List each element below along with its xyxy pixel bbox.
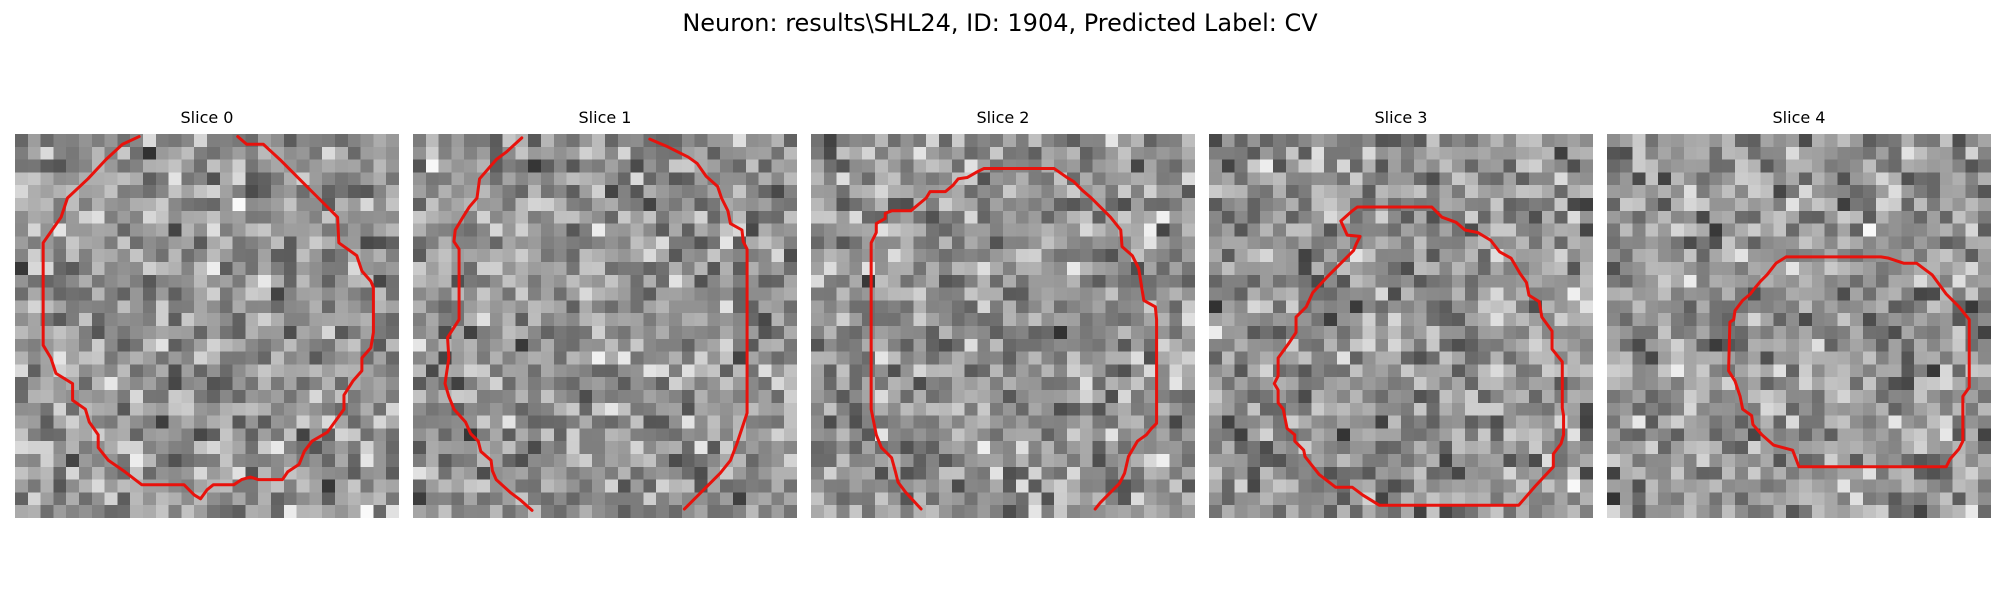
slice-image xyxy=(1209,134,1593,518)
slice-title: Slice 0 xyxy=(180,108,234,127)
slice-panel: Slice 4 xyxy=(1607,108,1991,518)
contour-overlay xyxy=(15,134,399,518)
contour-line xyxy=(1729,257,1970,467)
figure-title: Neuron: results\SHL24, ID: 1904, Predict… xyxy=(682,9,1318,37)
slice-panel: Slice 3 xyxy=(1209,108,1593,518)
slice-title: Slice 3 xyxy=(1374,108,1428,127)
contour-line xyxy=(43,137,373,499)
slice-panel: Slice 1 xyxy=(413,108,797,518)
contour-overlay xyxy=(1209,134,1593,518)
slice-title: Slice 2 xyxy=(976,108,1030,127)
contour-line xyxy=(445,138,532,510)
contour-line xyxy=(650,139,747,509)
contour-overlay xyxy=(811,134,1195,518)
contour-overlay xyxy=(1607,134,1991,518)
contour-line xyxy=(871,169,1156,509)
slice-image xyxy=(1607,134,1991,518)
slice-panel: Slice 2 xyxy=(811,108,1195,518)
contour-overlay xyxy=(413,134,797,518)
slice-title: Slice 1 xyxy=(578,108,632,127)
contour-line xyxy=(1274,207,1563,505)
slice-image xyxy=(15,134,399,518)
slice-title: Slice 4 xyxy=(1772,108,1826,127)
slice-panel: Slice 0 xyxy=(15,108,399,518)
